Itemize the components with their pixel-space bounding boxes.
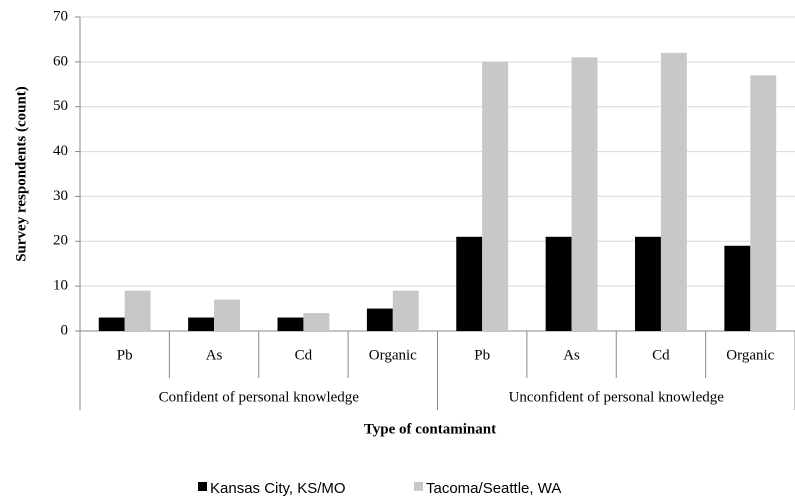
x-axis-title: Type of contaminant xyxy=(364,421,496,437)
group-label: Unconfident of personal knowledge xyxy=(509,389,725,405)
bar xyxy=(188,317,215,331)
bar xyxy=(660,52,687,332)
bar xyxy=(366,308,393,331)
legend-label: Kansas City, KS/MO xyxy=(210,480,346,497)
y-tick-label: 30 xyxy=(53,188,68,204)
y-axis-title: Survey respondents (count) xyxy=(13,86,29,262)
bar xyxy=(635,236,661,331)
legend-label: Tacoma/Seattle, WA xyxy=(426,480,561,497)
y-tick-label: 40 xyxy=(53,143,68,159)
bar xyxy=(214,299,240,331)
group-label: Confident of personal knowledge xyxy=(159,389,360,405)
bar xyxy=(277,317,304,331)
y-tick-label: 0 xyxy=(61,322,69,338)
bar xyxy=(392,290,419,331)
bar xyxy=(482,61,509,331)
y-tick-label: 50 xyxy=(53,98,68,114)
x-tick-label: Cd xyxy=(652,347,670,363)
bar xyxy=(124,290,151,331)
bar xyxy=(545,236,572,331)
y-tick-label: 70 xyxy=(53,8,68,24)
legend-swatch xyxy=(414,482,423,491)
x-tick-label: Pb xyxy=(474,347,490,363)
y-tick-label: 10 xyxy=(53,278,68,294)
bar xyxy=(98,317,125,331)
x-tick-label: As xyxy=(563,347,580,363)
x-tick-label: Cd xyxy=(295,347,313,363)
x-tick-label: Organic xyxy=(369,347,417,363)
y-tick-label: 60 xyxy=(53,53,68,69)
x-tick-label: Pb xyxy=(117,347,133,363)
bar xyxy=(303,313,330,331)
x-tick-label: Organic xyxy=(726,347,774,363)
legend-swatch xyxy=(198,482,207,491)
bar xyxy=(750,75,777,331)
bar xyxy=(724,245,751,331)
y-tick-label: 20 xyxy=(53,233,68,249)
bar xyxy=(571,57,598,331)
bar xyxy=(456,236,483,331)
x-tick-label: As xyxy=(206,347,223,363)
